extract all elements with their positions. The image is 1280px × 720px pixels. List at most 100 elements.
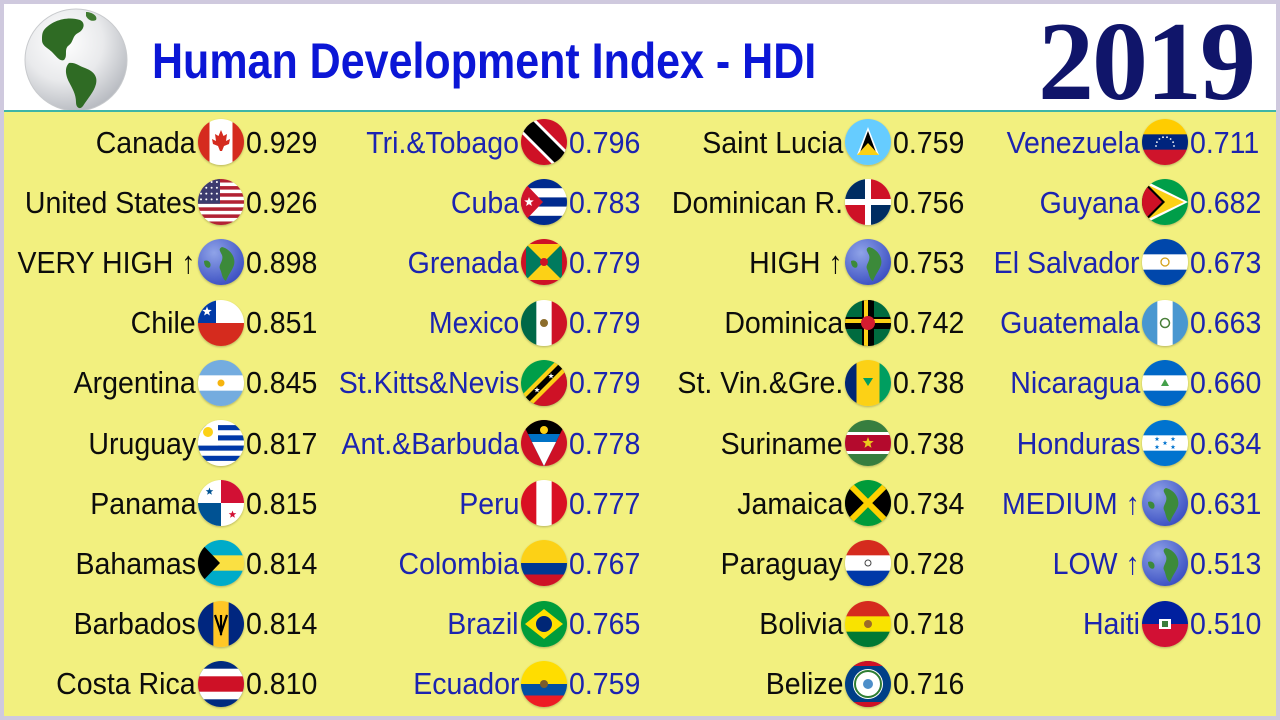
- earth-globe-icon: [1142, 480, 1188, 527]
- country-name: Jamaica: [736, 485, 843, 521]
- country-name: Guatemala: [1000, 305, 1140, 341]
- guatemala-flag-icon: [1142, 299, 1188, 346]
- hdi-row: Barbados 0.814: [63, 594, 322, 654]
- hdi-value: 0.513: [1190, 545, 1262, 581]
- mexico-flag-icon: [521, 299, 567, 346]
- country-name: Dominica: [724, 305, 843, 341]
- country-name: Ant.&Barbuda: [341, 425, 519, 461]
- hdi-row: Belize 0.716: [759, 654, 969, 714]
- hdi-row: Suriname 0.738: [710, 413, 969, 473]
- hdi-row: St. Vin.&Gre. 0.738: [663, 353, 969, 413]
- united-states-flag-icon: [198, 179, 244, 226]
- ecuador-flag-icon: [521, 660, 567, 707]
- hdi-value: 0.728: [893, 545, 965, 581]
- hdi-row: Mexico 0.779: [421, 293, 645, 353]
- hdi-value: 0.845: [246, 365, 318, 401]
- hdi-row: Grenada 0.779: [398, 232, 645, 292]
- hdi-row: Paraguay 0.728: [710, 533, 969, 593]
- country-name: Saint Lucia: [701, 124, 843, 160]
- venezuela-flag-icon: [1142, 119, 1188, 165]
- country-name: Tri.&Tobago: [366, 124, 519, 160]
- guyana-flag-icon: [1142, 179, 1188, 226]
- hdi-row: Cuba 0.783: [445, 172, 645, 232]
- dominican-republic-flag-icon: [845, 179, 891, 226]
- hdi-value: 0.738: [893, 365, 965, 401]
- hdi-row: Tri.&Tobago 0.796: [353, 112, 645, 172]
- hdi-row: Venezuela 0.711: [995, 112, 1266, 172]
- hdi-row: Bolivia 0.718: [752, 594, 969, 654]
- country-name: Brazil: [447, 606, 519, 642]
- hdi-row: Peru 0.777: [454, 473, 645, 533]
- hdi-row: Costa Rica 0.810: [44, 654, 322, 714]
- hdi-value: 0.777: [569, 485, 641, 521]
- hdi-row: Guyana 0.682: [1031, 172, 1266, 232]
- earth-globe-icon: [845, 239, 891, 286]
- hdi-row: St.Kitts&Nevis 0.779: [323, 353, 645, 413]
- st-vincent-grenadines-flag-icon: [845, 359, 891, 406]
- barbados-flag-icon: [198, 600, 244, 647]
- cuba-flag-icon: [521, 179, 567, 226]
- country-name: LOW ↑: [1052, 545, 1140, 581]
- panama-flag-icon: [198, 480, 244, 527]
- hdi-row: MEDIUM ↑ 0.631: [990, 473, 1266, 533]
- hdi-value: 0.778: [569, 425, 641, 461]
- country-name: Costa Rica: [56, 666, 196, 702]
- country-name: Canada: [96, 124, 196, 160]
- peru-flag-icon: [521, 480, 567, 527]
- country-name: Peru: [458, 485, 519, 521]
- nicaragua-flag-icon: [1142, 359, 1188, 406]
- hdi-value: 0.815: [246, 485, 318, 521]
- country-name: Grenada: [408, 244, 519, 280]
- country-name: Honduras: [1016, 425, 1140, 461]
- country-name: St. Vin.&Gre.: [677, 365, 843, 401]
- hdi-value: 0.742: [893, 305, 965, 341]
- hdi-row: LOW ↑ 0.513: [1045, 533, 1266, 593]
- hdi-value: 0.660: [1190, 365, 1262, 401]
- hdi-value: 0.634: [1190, 425, 1262, 461]
- jamaica-flag-icon: [845, 480, 891, 527]
- hdi-row: Uruguay 0.817: [79, 413, 322, 473]
- country-name: Belize: [765, 666, 843, 702]
- hdi-value: 0.663: [1190, 305, 1262, 341]
- st-kitts-nevis-flag-icon: [521, 359, 567, 406]
- header: Human Development Index - HDI 2019: [4, 0, 1276, 124]
- hdi-row: Guatemala 0.663: [988, 293, 1266, 353]
- trinidad-tobago-flag-icon: [521, 119, 567, 165]
- hdi-value: 0.779: [569, 365, 641, 401]
- uruguay-flag-icon: [198, 420, 244, 466]
- dominica-flag-icon: [845, 299, 891, 346]
- country-name: Mexico: [428, 305, 519, 341]
- hdi-row: Ant.&Barbuda 0.778: [326, 413, 645, 473]
- belize-flag-icon: [845, 660, 891, 707]
- hdi-value: 0.779: [569, 305, 641, 341]
- antigua-barbuda-flag-icon: [521, 420, 567, 466]
- canada-flag-icon: [198, 119, 244, 165]
- hdi-row: Jamaica 0.734: [728, 473, 969, 533]
- hdi-value: 0.510: [1190, 606, 1262, 642]
- saint-lucia-flag-icon: [845, 119, 891, 165]
- hdi-value: 0.783: [569, 184, 641, 220]
- hdi-value: 0.759: [569, 666, 641, 702]
- hdi-value: 0.738: [893, 425, 965, 461]
- hdi-value: 0.851: [246, 305, 318, 341]
- bahamas-flag-icon: [198, 540, 244, 587]
- hdi-row: VERY HIGH ↑ 0.898: [2, 232, 322, 292]
- hdi-row: Nicaragua 0.660: [999, 353, 1266, 413]
- country-name: St.Kitts&Nevis: [338, 365, 519, 401]
- hdi-row: Brazil 0.765: [441, 594, 645, 654]
- country-name: El Salvador: [994, 244, 1140, 280]
- year-label: 2019: [1038, 0, 1256, 124]
- earth-globe-icon: [198, 239, 244, 286]
- hdi-row: Canada 0.929: [87, 112, 322, 172]
- hdi-row: Ecuador 0.759: [404, 654, 645, 714]
- hdi-row: Honduras 0.634: [1006, 413, 1266, 473]
- hdi-value: 0.673: [1190, 244, 1262, 280]
- brazil-flag-icon: [521, 600, 567, 647]
- country-name: Ecuador: [412, 666, 519, 702]
- paraguay-flag-icon: [845, 540, 891, 587]
- country-name: Venezuela: [1006, 124, 1140, 160]
- page-title: Human Development Index - HDI: [152, 33, 817, 89]
- costa-rica-flag-icon: [198, 660, 244, 707]
- argentina-flag-icon: [198, 359, 244, 406]
